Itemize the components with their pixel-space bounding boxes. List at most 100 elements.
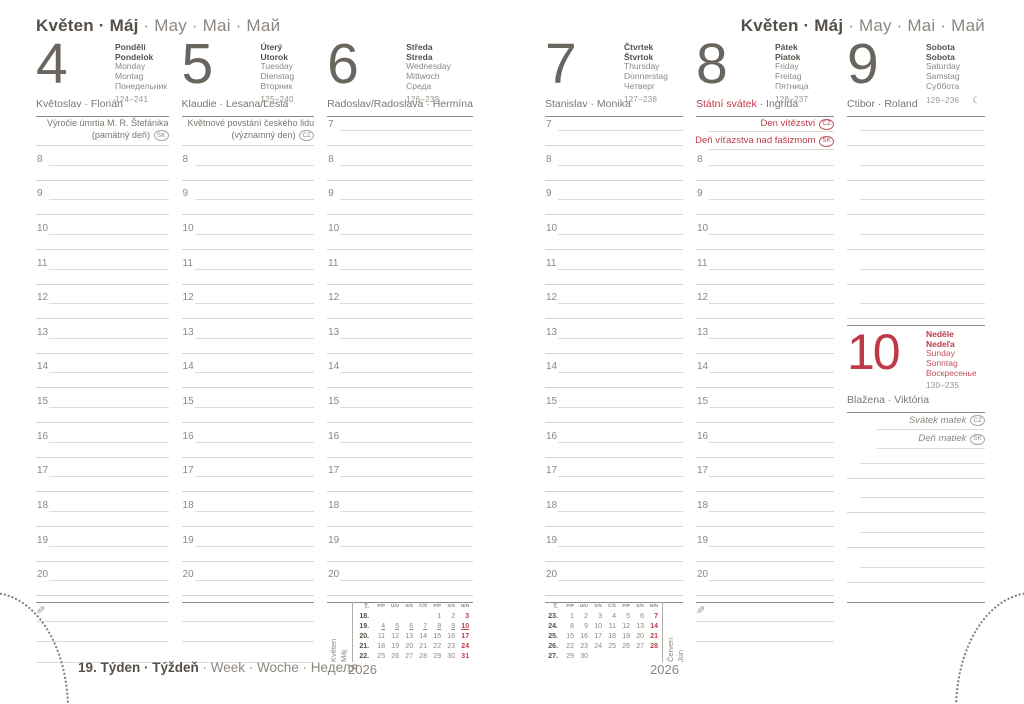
hour-row: 16: [696, 429, 834, 464]
hour-writing-line: [709, 476, 834, 478]
sk-badge-icon: SK: [970, 433, 985, 445]
hour-row: 19: [696, 533, 834, 568]
hour-writing-line: [49, 545, 169, 547]
hour-divider-line: [696, 456, 834, 458]
day-column: 5 Úterý Utorok Tuesday Dienstag Вторник 125–24…: [181, 36, 315, 663]
hour-label: 15: [697, 396, 709, 408]
hour-label: 19: [546, 534, 558, 546]
hour-label: 16: [37, 430, 49, 442]
holiday-line: (významný den) CZ: [188, 130, 315, 141]
hour-row: 11: [36, 256, 169, 291]
mini-calendar-day: [589, 652, 603, 662]
weekday-header: S/S: [447, 604, 456, 610]
month-header-right: Květen · Máj · May · Mai · Май: [741, 16, 985, 36]
weekday-header: P/P: [433, 604, 442, 610]
mini-calendar-day: 8: [437, 623, 442, 631]
mini-calendar-day: 31: [461, 653, 470, 661]
day-label: Dienstag: [260, 71, 295, 82]
hour-writing-line: [558, 130, 683, 131]
hour-writing-line: [340, 476, 473, 478]
mini-calendar-week-row: 24. 8 9 10 11 12 13 14: [545, 622, 659, 632]
week-column-header: T.: [552, 603, 558, 611]
mini-calendar-day: 29: [433, 653, 442, 661]
hour-writing-line: [709, 131, 834, 133]
hour-divider-line: [545, 595, 683, 597]
hour-label: 10: [328, 222, 340, 234]
hour-label: 12: [546, 292, 558, 304]
hour-divider-line: [545, 387, 683, 389]
hour-writing-line: [194, 511, 315, 513]
day-label: Sonntag: [926, 357, 958, 368]
hour-label: 19: [37, 534, 49, 546]
hour-writing-line: [194, 337, 315, 339]
day-label-bold: Piatok: [775, 51, 801, 62]
hour-label: 17: [37, 465, 49, 477]
hour-divider-line: [847, 214, 985, 216]
notes-line: [36, 642, 169, 663]
hour-row: 15: [696, 394, 834, 429]
hour-label: 11: [182, 257, 193, 269]
hour-writing-line: [194, 545, 315, 547]
hour-row: 7: [545, 117, 683, 152]
mini-calendar-day: 2: [451, 613, 456, 621]
weekday-header: N/N: [649, 604, 658, 610]
weekday-header: Ú/U: [390, 604, 400, 610]
hour-writing-line: [860, 566, 985, 568]
hour-writing-line: [194, 233, 315, 235]
hour-row: 15: [545, 394, 683, 429]
section-divider: [847, 601, 985, 603]
moon-phase-icon: ☾: [972, 94, 981, 105]
hour-writing-line: [709, 580, 834, 582]
hour-row: 13: [181, 325, 315, 360]
day-number: 4: [36, 32, 68, 96]
hour-label: 18: [546, 500, 558, 512]
hour-row: 19: [545, 533, 683, 568]
cz-badge-icon: CZ: [819, 118, 834, 130]
hour-row: 15: [36, 394, 169, 429]
day-header: 5 Úterý Utorok Tuesday Dienstag Вторник 125–24…: [182, 36, 315, 104]
hour-writing-line: [49, 441, 169, 443]
hour-row: 17: [327, 463, 473, 498]
hour-label: 8: [328, 153, 334, 165]
mini-calendar-day: 8: [570, 623, 574, 631]
hour-divider-line: [181, 145, 315, 146]
hour-divider-line: [696, 318, 834, 320]
mini-calendar-week-row: 21. 18 19 20 21 22 23 24: [356, 642, 470, 652]
hour-writing-line: [860, 462, 985, 464]
hour-writing-line: [340, 580, 473, 582]
mini-calendar-day: 21: [419, 643, 428, 651]
hour-label: 10: [182, 222, 194, 234]
hour-divider-line: [36, 145, 169, 146]
hour-row: 12: [545, 290, 683, 325]
hour-writing-line: [49, 476, 169, 478]
right-page-columns: 7 Čtvrtek Štvrtok Thursday Donnerstag Четверг…: [545, 36, 985, 662]
hour-label: 17: [328, 465, 340, 477]
hour-row: 7: [327, 117, 473, 152]
hour-divider-line: [696, 526, 834, 527]
hour-divider-line: [696, 491, 834, 493]
day-label: Вторник: [260, 80, 293, 91]
nameday-row: Ctibor · Roland: [847, 98, 985, 117]
hour-row: 10: [696, 221, 834, 256]
hour-writing-line: [709, 233, 834, 235]
mini-calendar-header-row: T. P/P Ú/U S/S Č/Š P/P S/S N/N: [356, 602, 470, 612]
mini-month-calendar: Květen Máj T. P/P Ú/U S/S Č/Š P/P S/S N/N 18. 1 2 3 19…: [329, 602, 470, 662]
day-labels: Čtvrtek Štvrtok Thursday Donnerstag Четверг 1…: [624, 42, 668, 103]
hour-divider-line: [545, 179, 683, 181]
hour-divider-line: [696, 179, 834, 181]
week-number: 23.: [548, 613, 558, 621]
day-label-bold: Neděle: [926, 328, 954, 339]
hour-row: 13: [36, 325, 169, 360]
hour-row: 20: [696, 567, 834, 602]
section-divider: [181, 601, 315, 603]
hour-row: 9: [181, 186, 315, 221]
page-range: 129–236 ☾: [926, 94, 981, 105]
hour-writing-line: [860, 130, 985, 131]
weekday-header: P/P: [622, 604, 630, 610]
hour-divider-line: [181, 248, 315, 250]
hour-row: 9: [545, 186, 683, 221]
day-label: Среда: [406, 80, 432, 91]
hour-divider-line: [36, 248, 169, 250]
hour-divider-line: [545, 352, 683, 354]
mini-calendar-day: [603, 652, 617, 662]
